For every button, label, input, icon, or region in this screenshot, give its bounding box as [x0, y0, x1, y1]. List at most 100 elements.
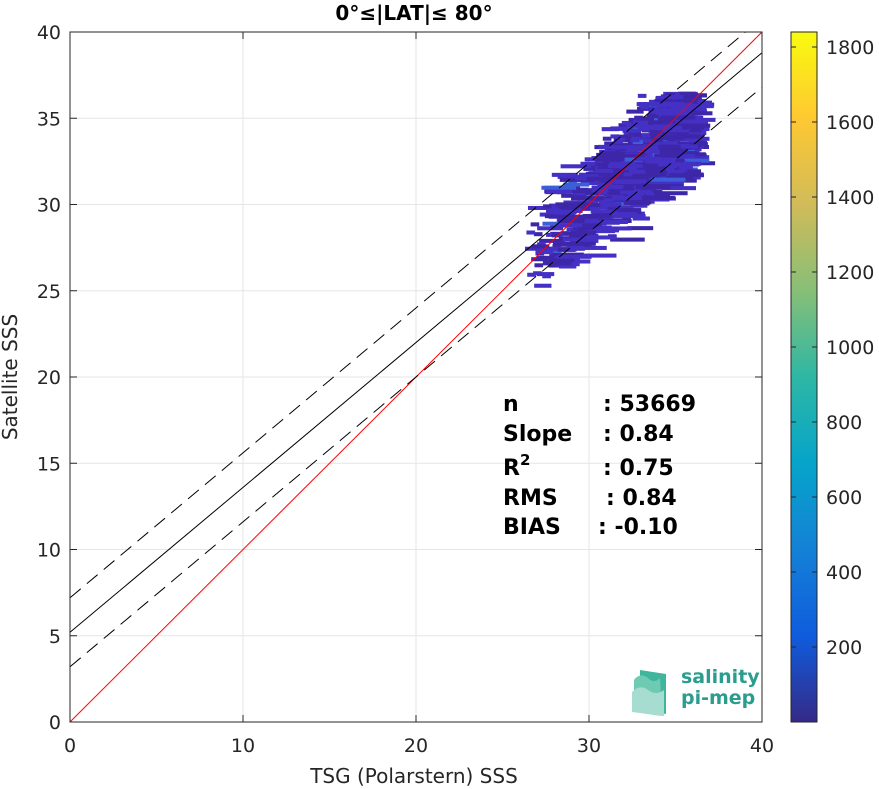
density-cell	[654, 153, 681, 158]
density-cell	[534, 283, 552, 288]
density-cell	[659, 144, 677, 149]
density-cell	[644, 159, 654, 164]
density-cell	[533, 232, 543, 237]
density-cell	[669, 173, 704, 178]
density-cell	[561, 193, 596, 198]
density-cell	[578, 226, 588, 231]
x-axis-label: TSG (Polarstern) SSS	[309, 764, 518, 788]
density-cell	[634, 156, 661, 161]
density-cell	[666, 94, 684, 100]
density-cell	[572, 219, 599, 224]
density-cell	[611, 179, 647, 184]
density-cells	[524, 91, 716, 288]
density-cell	[569, 234, 596, 239]
colorbar-tick-label: 1200	[826, 262, 874, 284]
density-cell	[586, 176, 622, 181]
colorbar-tick-label: 1000	[826, 337, 874, 359]
density-cell	[551, 172, 578, 177]
density-cell	[670, 106, 688, 111]
density-cell	[602, 211, 637, 216]
density-cell	[594, 213, 612, 218]
density-cell	[608, 164, 643, 169]
density-cell	[632, 147, 650, 152]
density-cell	[567, 223, 602, 228]
density-cell	[611, 214, 646, 219]
density-cell	[550, 231, 585, 236]
density-cell	[573, 259, 591, 264]
stat-value: : 0.75	[603, 456, 674, 481]
density-cell	[658, 113, 685, 118]
density-cell	[673, 111, 683, 116]
density-cell	[630, 203, 648, 208]
density-cell	[586, 171, 621, 176]
density-cell	[644, 192, 670, 197]
density-cell	[614, 141, 624, 146]
density-cell	[649, 118, 676, 123]
density-cell	[666, 180, 684, 185]
density-cell	[627, 123, 662, 128]
density-cell	[645, 149, 663, 155]
density-cell	[660, 157, 670, 162]
x-tick-label: 10	[231, 735, 255, 757]
density-cell	[622, 217, 631, 222]
y-tick-label: 40	[37, 22, 61, 44]
density-cell	[655, 168, 673, 173]
density-cell	[650, 107, 668, 112]
density-cell	[570, 230, 597, 235]
density-cell	[647, 125, 683, 130]
density-cell	[526, 230, 536, 235]
colorbar-tick-label: 1400	[826, 187, 874, 209]
density-cell	[527, 272, 536, 277]
regression-lines	[70, 32, 762, 722]
stat-value: : -0.10	[598, 515, 678, 540]
density-cell	[610, 126, 628, 131]
density-cell	[549, 211, 576, 216]
density-cell	[650, 195, 660, 200]
density-cell	[531, 244, 550, 249]
density-cell	[641, 173, 660, 178]
density-cell	[665, 166, 675, 171]
density-cell	[605, 205, 624, 210]
density-cell	[682, 111, 692, 116]
density-cell	[609, 161, 636, 167]
density-cell	[572, 245, 607, 250]
stat-label: Slope	[503, 422, 572, 447]
density-cell	[591, 188, 609, 193]
stat-label: RMS	[503, 486, 558, 511]
density-cell	[606, 208, 642, 213]
density-cell	[597, 166, 615, 171]
line-fit-	[70, 32, 747, 599]
density-cell	[527, 205, 554, 211]
density-cell	[675, 123, 711, 128]
colorbar-tick-label: 1600	[826, 112, 874, 134]
density-cell	[580, 174, 599, 179]
density-cell	[534, 263, 544, 268]
density-cell	[636, 116, 654, 121]
density-cell	[560, 205, 578, 210]
density-cell	[618, 123, 628, 128]
density-cell	[623, 134, 659, 139]
density-cell	[541, 185, 577, 190]
density-cell	[675, 169, 702, 174]
density-cell	[585, 180, 594, 185]
density-cell	[624, 157, 642, 162]
colorbar	[791, 32, 817, 722]
density-cell	[663, 128, 690, 133]
density-cell	[641, 145, 668, 150]
x-tick-label: 0	[64, 735, 76, 757]
y-tick-label: 20	[37, 367, 61, 389]
density-cell	[597, 184, 624, 189]
density-cell	[531, 257, 558, 262]
density-cell	[545, 261, 572, 266]
density-cell	[651, 120, 669, 125]
colorbar-tick-label: 400	[826, 562, 862, 584]
density-cell	[632, 119, 651, 124]
density-cell	[660, 118, 696, 123]
density-cell	[556, 254, 592, 259]
density-cell	[671, 99, 698, 104]
density-cell	[598, 144, 616, 149]
y-tick-label: 30	[37, 195, 61, 217]
density-cell	[666, 136, 684, 141]
x-axis-ticks: 0 10 20 30 40	[64, 32, 774, 757]
